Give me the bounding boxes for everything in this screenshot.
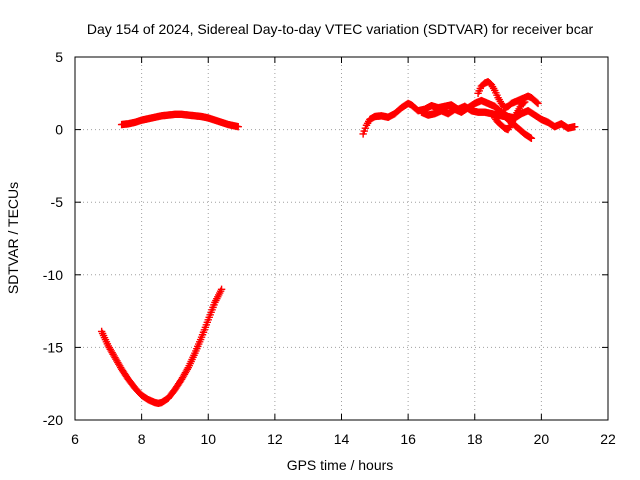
series-arc-6 [491, 98, 529, 134]
data-point [360, 127, 368, 135]
data-point [519, 99, 528, 107]
data-point [533, 98, 541, 107]
data-point [570, 122, 579, 131]
data-point [361, 124, 370, 132]
series-arc-5 [474, 77, 542, 112]
x-tick-label: 10 [200, 431, 216, 447]
y-tick-label: 5 [55, 49, 63, 65]
data-point [521, 98, 529, 106]
x-axis-label: GPS time / hours [287, 457, 394, 473]
y-tick-label: -10 [43, 267, 63, 283]
data-points [97, 77, 579, 408]
x-tick-label: 20 [534, 431, 550, 447]
x-tick-label: 12 [267, 431, 283, 447]
series-arc-1 [97, 285, 226, 408]
data-point [534, 99, 542, 108]
y-tick-label: -15 [43, 339, 63, 355]
data-point [359, 130, 367, 138]
x-tick-label: 8 [138, 431, 146, 447]
x-tick-label: 6 [71, 431, 79, 447]
tick-labels: 6 8 10 12 14 16 18 20 22 -20 -15 -10 -5 0 5 [43, 49, 616, 447]
y-tick-label: -5 [51, 194, 64, 210]
x-tick-label: 16 [400, 431, 416, 447]
data-point [234, 122, 242, 131]
plot-frame [74, 56, 609, 421]
y-axis-label: SDTVAR / TECUs [5, 182, 21, 294]
y-tick-label: 0 [55, 122, 63, 138]
x-tick-label: 22 [600, 431, 616, 447]
series-arc-2 [117, 110, 242, 131]
y-tick-label: -20 [43, 412, 63, 428]
data-point [527, 134, 536, 143]
data-point [217, 285, 226, 294]
chart-title: Day 154 of 2024, Sidereal Day-to-day VTE… [87, 21, 594, 37]
x-tick-label: 18 [467, 431, 483, 447]
x-tick-label: 14 [334, 431, 350, 447]
